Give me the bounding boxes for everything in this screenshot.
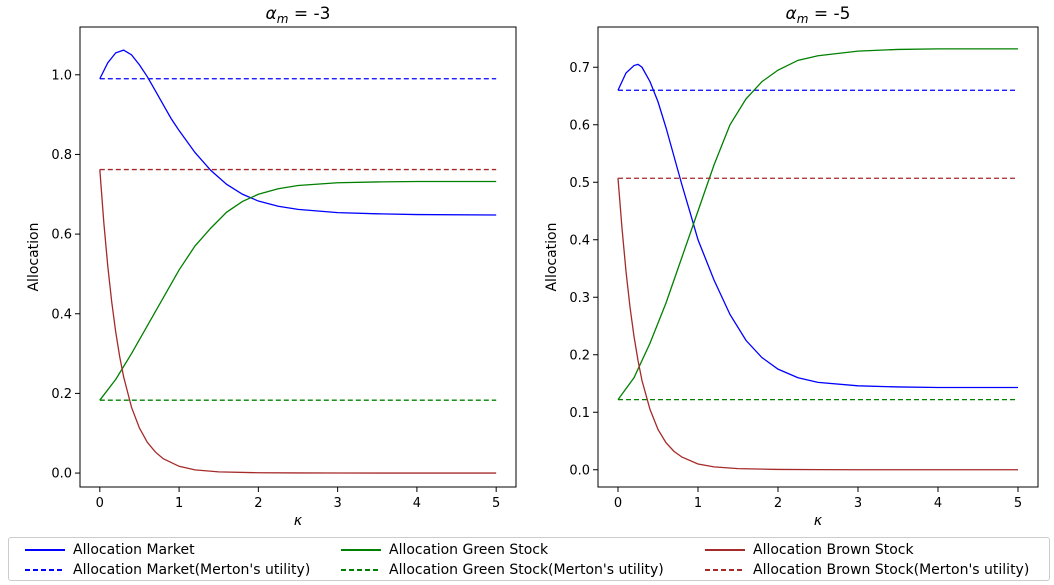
legend-label-brown-merton: Allocation Brown Stock(Merton's utility) [753, 562, 1030, 578]
x-tick-label: 2 [774, 496, 782, 511]
y-tick-label: 0.5 [569, 176, 590, 191]
x-axis-label: κ [814, 513, 823, 529]
x-tick-label: 0 [96, 496, 104, 511]
x-tick-label: 2 [254, 496, 262, 511]
x-axis-label: κ [294, 513, 303, 529]
x-tick-label: 1 [175, 496, 183, 511]
chart-panel-2: 0 1 2 3 4 5 0.0 0.1 0.2 0.3 0.4 0.5 0.6 0.7 κ Allocatio… [544, 4, 1039, 529]
y-tick-label: 0.1 [569, 406, 590, 421]
legend-item-green-merton: Allocation Green Stock(Merton's utility) [341, 560, 664, 580]
x-tick-label: 4 [413, 496, 421, 511]
legend-label-green: Allocation Green Stock [389, 542, 549, 558]
legend-item-market: Allocation Market [25, 540, 195, 560]
y-tick-label: 0.0 [51, 467, 72, 482]
y-tick-label: 0.6 [569, 118, 590, 133]
series-line-allocation-brown-stock [99, 169, 497, 474]
chart-title: αm = -5 [786, 4, 851, 26]
x-tick-label: 0 [614, 496, 622, 511]
legend-swatch-green-merton [341, 569, 381, 571]
y-tick-label: 0.3 [569, 291, 590, 306]
chart-title: αm = -3 [266, 4, 331, 26]
y-tick-label: 0.0 [569, 463, 590, 478]
x-tick-label: 4 [934, 496, 942, 511]
legend-item-green: Allocation Green Stock [341, 540, 548, 560]
x-tick-label: 3 [333, 496, 341, 511]
legend-swatch-market [25, 549, 65, 551]
series-line-allocation-market [99, 49, 497, 216]
x-tick-label: 1 [694, 496, 702, 511]
x-tick-label: 5 [1014, 496, 1022, 511]
x-tick-label: 3 [854, 496, 862, 511]
y-tick-label: 0.4 [51, 307, 72, 322]
series-line-allocation-green-stock [99, 180, 497, 401]
legend-label-brown: Allocation Brown Stock [753, 542, 914, 558]
y-tick-label: 0.2 [51, 387, 72, 402]
x-tick-label: 5 [492, 496, 500, 511]
legend-swatch-brown [705, 549, 745, 551]
legend-label-market: Allocation Market [73, 542, 195, 558]
series-line-allocation-market [617, 63, 1018, 389]
y-tick-label: 0.6 [51, 228, 72, 243]
legend: Allocation Market Allocation Market(Mert… [8, 537, 1050, 581]
legend-swatch-brown-merton [705, 569, 745, 571]
y-tick-label: 0.7 [569, 61, 590, 76]
series-line-allocation-brown-stock [617, 178, 1018, 471]
chart-panel-1: 0 1 2 3 4 5 0.0 0.2 0.4 0.6 0.8 1.0 κ Allocation αm = … [26, 4, 517, 529]
legend-label-green-merton: Allocation Green Stock(Merton's utility) [389, 562, 664, 578]
y-tick-label: 1.0 [51, 68, 72, 83]
legend-item-brown: Allocation Brown Stock [705, 540, 914, 560]
plot-frame [79, 26, 517, 488]
series-line-allocation-green-stock [617, 48, 1018, 400]
y-axis-label: Allocation [26, 222, 42, 291]
legend-swatch-green [341, 549, 381, 551]
plot-frame [597, 26, 1039, 488]
legend-item-brown-merton: Allocation Brown Stock(Merton's utility) [705, 560, 1029, 580]
y-tick-label: 0.2 [569, 348, 590, 363]
y-tick-label: 0.4 [569, 233, 590, 248]
legend-swatch-market-merton [25, 569, 65, 571]
y-tick-label: 0.8 [51, 148, 72, 163]
y-axis-label: Allocation [544, 222, 560, 291]
legend-label-market-merton: Allocation Market(Merton's utility) [73, 562, 311, 578]
legend-item-market-merton: Allocation Market(Merton's utility) [25, 560, 310, 580]
